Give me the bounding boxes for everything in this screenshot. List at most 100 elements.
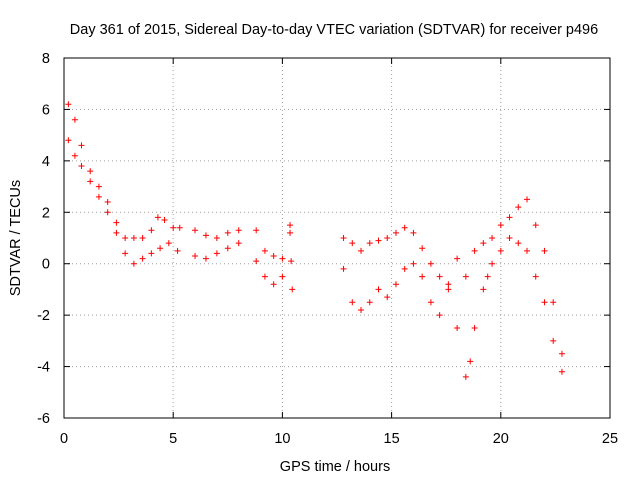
data-point (506, 235, 513, 241)
data-point (139, 235, 146, 241)
data-point (515, 240, 522, 247)
data-point (392, 281, 399, 288)
data-point (154, 214, 161, 221)
x-tick-label: 0 (60, 431, 68, 447)
data-point (497, 247, 504, 254)
x-tick-label: 15 (384, 431, 400, 447)
data-point (419, 273, 426, 280)
data-point (445, 286, 452, 293)
data-point (401, 224, 408, 231)
data-point (122, 250, 129, 257)
data-point (213, 250, 220, 257)
data-point (375, 286, 382, 293)
x-axis-label: GPS time / hours (280, 459, 390, 475)
data-point (224, 245, 231, 252)
data-point (392, 229, 399, 236)
data-point (176, 224, 183, 231)
data-point (358, 307, 365, 313)
x-tick-label: 20 (493, 431, 509, 447)
data-point (287, 229, 294, 236)
data-point (550, 337, 557, 344)
data-point (366, 299, 373, 306)
data-point (139, 255, 146, 262)
data-point (366, 240, 373, 247)
data-point (384, 235, 391, 241)
data-point (462, 273, 469, 280)
data-point (558, 350, 565, 357)
data-point (170, 224, 177, 231)
data-point (427, 260, 434, 267)
data-point (401, 265, 408, 272)
data-point (288, 258, 295, 265)
data-point (532, 222, 539, 229)
data-point (340, 235, 347, 241)
data-point (71, 152, 78, 159)
data-point (410, 260, 417, 267)
y-tick-label: -2 (37, 308, 50, 324)
y-tick-label: 4 (42, 154, 50, 170)
data-point (174, 247, 181, 254)
data-points (65, 101, 565, 380)
data-point (462, 373, 469, 380)
data-point (148, 250, 155, 257)
data-point (410, 229, 417, 236)
x-tick-label: 25 (602, 431, 618, 447)
y-tick-label: 0 (42, 257, 50, 273)
data-point (65, 101, 72, 108)
data-point (213, 235, 220, 241)
data-point (480, 240, 487, 247)
data-point (550, 299, 557, 306)
data-point (489, 260, 496, 267)
data-point (224, 229, 231, 236)
data-point (480, 286, 487, 293)
data-point (65, 137, 72, 144)
data-point (270, 281, 277, 288)
data-point (558, 368, 565, 375)
data-point (384, 294, 391, 301)
data-point (436, 273, 443, 280)
data-point (515, 204, 522, 211)
data-point (165, 240, 172, 247)
data-point (471, 325, 478, 331)
data-point (87, 168, 94, 175)
data-point (122, 235, 129, 241)
data-point (287, 222, 294, 229)
data-point (235, 240, 242, 247)
grid (64, 58, 610, 418)
data-point (497, 222, 504, 229)
data-point (78, 142, 85, 149)
y-tick-label: 6 (42, 102, 50, 118)
data-point (192, 253, 199, 259)
data-point (349, 299, 356, 306)
data-point (484, 273, 491, 280)
data-point (78, 163, 85, 169)
data-point (454, 255, 461, 262)
x-tick-label: 5 (169, 431, 177, 447)
data-point (161, 217, 168, 223)
data-point (427, 299, 434, 306)
data-point (532, 273, 539, 280)
data-point (87, 178, 94, 185)
data-point (130, 260, 137, 267)
data-point (104, 199, 111, 205)
data-point (95, 193, 102, 200)
y-tick-label: -6 (37, 411, 50, 427)
data-point (130, 235, 137, 241)
data-point (471, 247, 478, 254)
data-point (524, 196, 531, 203)
y-tick-label: 2 (42, 205, 50, 221)
data-point (541, 247, 548, 254)
data-point (454, 325, 461, 331)
y-axis-label: SDTVAR / TECUs (8, 180, 24, 296)
data-point (192, 227, 199, 234)
data-point (289, 286, 296, 293)
data-point (445, 281, 452, 288)
data-point (148, 227, 155, 234)
data-point (506, 214, 513, 221)
data-point (358, 247, 365, 254)
data-point (489, 235, 496, 241)
data-point (419, 245, 426, 252)
data-point (95, 183, 102, 190)
axes: 0 5 10 15 20 25 -6 -4 -2 0 2 4 6 8 (37, 51, 618, 447)
